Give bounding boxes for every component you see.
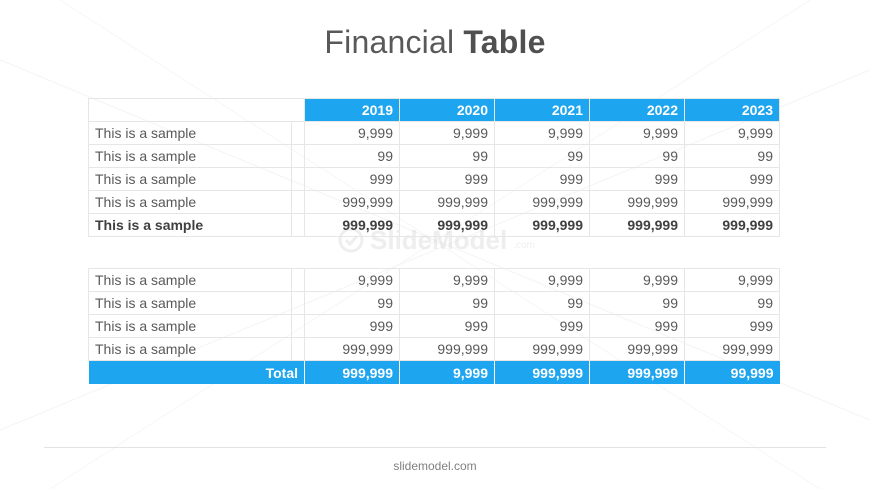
year-header: 2020	[399, 98, 495, 122]
value-cell: 999,999	[399, 190, 495, 214]
value-cell: 999,999	[589, 190, 685, 214]
total-value-cell: 999,999	[494, 360, 590, 384]
table-row: This is a sample 999 999 999 999 999	[88, 314, 780, 338]
value-cell: 9,999	[399, 268, 495, 292]
financial-table-top: 2019 2020 2021 2022 2023 This is a sampl…	[88, 98, 780, 237]
gap-cell	[291, 121, 305, 145]
footer-divider	[44, 447, 826, 448]
gap-cell	[291, 190, 305, 214]
table-row: This is a sample 999,999 999,999 999,999…	[88, 190, 780, 214]
total-value-cell: 999,999	[304, 360, 400, 384]
value-cell: 999,999	[304, 190, 400, 214]
row-label: This is a sample	[88, 144, 292, 168]
value-cell: 999	[304, 314, 400, 338]
row-label: This is a sample	[88, 121, 292, 145]
value-cell: 9,999	[684, 121, 780, 145]
value-cell: 99	[684, 291, 780, 315]
value-cell: 9,999	[494, 268, 590, 292]
value-cell: 999,999	[494, 337, 590, 361]
value-cell: 99	[399, 291, 495, 315]
financial-table-bottom: This is a sample 9,999 9,999 9,999 9,999…	[88, 268, 780, 384]
value-cell: 9,999	[589, 268, 685, 292]
value-cell: 9,999	[399, 121, 495, 145]
value-cell: 99	[589, 144, 685, 168]
value-cell: 999,999	[494, 190, 590, 214]
watermark-suffix: .com	[513, 239, 535, 251]
header-row: 2019 2020 2021 2022 2023	[88, 98, 780, 122]
row-label: This is a sample	[88, 337, 292, 361]
value-cell: 999,999	[589, 337, 685, 361]
value-cell: 999	[684, 167, 780, 191]
total-value-cell: 9,999	[399, 360, 495, 384]
page-title: Financial Table	[0, 24, 870, 61]
total-value-cell: 999,999	[589, 360, 685, 384]
value-cell: 999,999	[684, 190, 780, 214]
total-value-cell: 99,999	[684, 360, 780, 384]
value-cell: 99	[494, 144, 590, 168]
value-cell: 99	[304, 144, 400, 168]
value-cell: 999	[304, 167, 400, 191]
row-label: This is a sample	[88, 314, 292, 338]
value-cell: 999,999	[684, 337, 780, 361]
row-label: This is a sample	[88, 291, 292, 315]
header-blank	[88, 98, 305, 122]
value-cell: 999	[589, 314, 685, 338]
value-cell: 999	[399, 314, 495, 338]
row-label: This is a sample	[88, 190, 292, 214]
table-row: This is a sample 999 999 999 999 999	[88, 167, 780, 191]
table-row: This is a sample 999,999 999,999 999,999…	[88, 337, 780, 361]
value-cell: 99	[494, 291, 590, 315]
value-cell: 99	[684, 144, 780, 168]
year-header: 2019	[304, 98, 400, 122]
gap-cell	[291, 314, 305, 338]
value-cell: 9,999	[494, 121, 590, 145]
year-header: 2021	[494, 98, 590, 122]
title-light: Financial	[324, 24, 455, 60]
gap-cell	[291, 213, 305, 237]
footer-text: slidemodel.com	[393, 459, 477, 473]
value-cell: 999,999	[304, 213, 400, 237]
gap-cell	[291, 144, 305, 168]
value-cell: 999,999	[494, 213, 590, 237]
value-cell: 9,999	[589, 121, 685, 145]
value-cell: 999,999	[399, 337, 495, 361]
value-cell: 999	[494, 314, 590, 338]
year-header: 2022	[589, 98, 685, 122]
gap-cell	[291, 167, 305, 191]
total-row: Total 999,999 9,999 999,999 999,999 99,9…	[88, 360, 780, 384]
value-cell: 99	[399, 144, 495, 168]
table-row: This is a sample 99 99 99 99 99	[88, 144, 780, 168]
value-cell: 999,999	[589, 213, 685, 237]
value-cell: 9,999	[304, 121, 400, 145]
value-cell: 99	[304, 291, 400, 315]
value-cell: 999	[684, 314, 780, 338]
row-label: This is a sample	[88, 268, 292, 292]
table-row: This is a sample 9,999 9,999 9,999 9,999…	[88, 121, 780, 145]
gap-cell	[291, 268, 305, 292]
value-cell: 9,999	[684, 268, 780, 292]
year-header: 2023	[684, 98, 780, 122]
value-cell: 9,999	[304, 268, 400, 292]
row-label: This is a sample	[88, 167, 292, 191]
value-cell: 999	[399, 167, 495, 191]
value-cell: 999,999	[304, 337, 400, 361]
value-cell: 999	[589, 167, 685, 191]
table-row: This is a sample 99 99 99 99 99	[88, 291, 780, 315]
value-cell: 99	[589, 291, 685, 315]
gap-cell	[291, 291, 305, 315]
row-label: This is a sample	[88, 213, 292, 237]
value-cell: 999,999	[399, 213, 495, 237]
total-label: Total	[88, 360, 305, 384]
table-row: This is a sample 9,999 9,999 9,999 9,999…	[88, 268, 780, 292]
title-bold: Table	[463, 24, 546, 60]
gap-cell	[291, 337, 305, 361]
table-row-bold: This is a sample 999,999 999,999 999,999…	[88, 213, 780, 237]
value-cell: 999	[494, 167, 590, 191]
value-cell: 999,999	[684, 213, 780, 237]
